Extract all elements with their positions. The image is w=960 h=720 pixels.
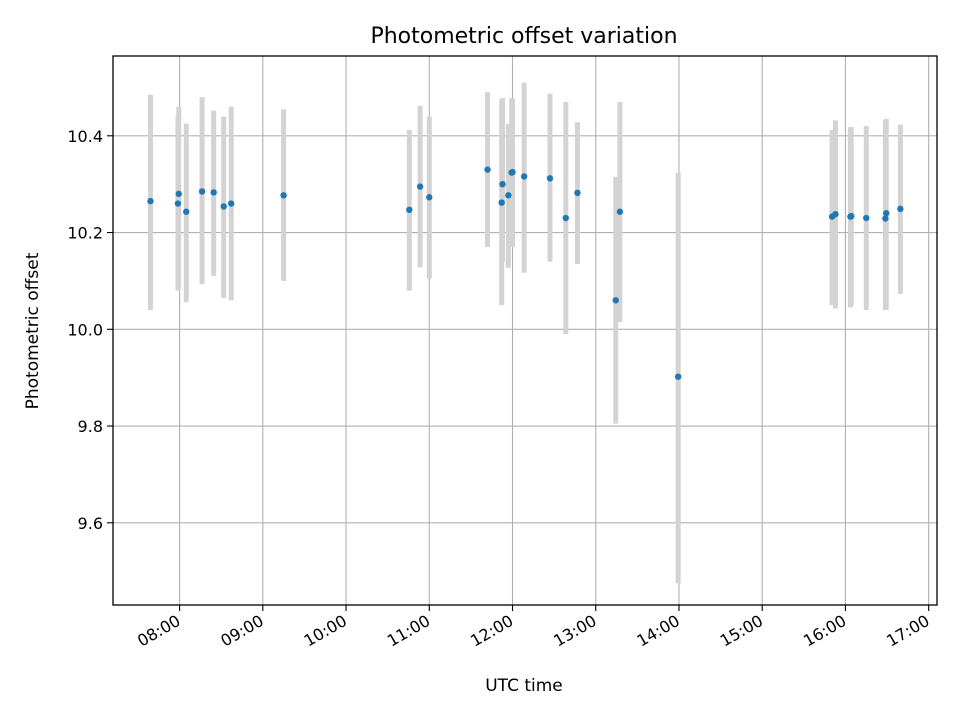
data-point <box>175 190 182 198</box>
x-tick-label: 15:00 <box>717 611 766 651</box>
data-point <box>220 203 227 210</box>
x-tick-label: 13:00 <box>550 611 599 651</box>
x-tick-label: 10:00 <box>301 611 350 651</box>
data-point <box>227 200 235 207</box>
x-axis: 08:00 09:00 10:00 11:00 12:00 13:00 14:00 15:00… <box>134 605 933 651</box>
data-point <box>484 166 491 173</box>
data-point <box>674 373 682 380</box>
data-point <box>612 297 619 304</box>
x-tick-label: 09:00 <box>217 611 266 651</box>
data-point <box>499 180 506 188</box>
data-point <box>498 199 505 206</box>
data-point <box>183 208 190 215</box>
y-tick-label: 10.0 <box>67 320 103 339</box>
y-axis-label: Photometric offset <box>23 252 43 409</box>
x-tick-label: 17:00 <box>883 611 932 651</box>
data-point <box>616 208 624 215</box>
data-point <box>574 189 581 197</box>
data-point <box>546 175 554 182</box>
data-point <box>883 210 890 217</box>
data-point <box>897 205 904 213</box>
data-point <box>416 183 424 190</box>
data-point <box>520 173 528 180</box>
y-axis: 9.6 9.8 10.0 10.2 10.4 <box>67 127 113 533</box>
x-tick-label: 11:00 <box>384 611 433 651</box>
data-point <box>198 188 206 195</box>
y-tick-label: 10.2 <box>67 224 103 243</box>
data-point <box>147 197 154 205</box>
data-point <box>210 189 217 196</box>
data-point <box>280 192 287 199</box>
y-tick-label: 9.6 <box>78 514 103 533</box>
data-point <box>562 214 569 222</box>
x-axis-label: UTC time <box>485 676 563 696</box>
data-point <box>848 212 855 220</box>
data-point <box>832 210 839 218</box>
x-tick-label: 12:00 <box>467 611 516 651</box>
data-point <box>174 200 182 207</box>
y-tick-label: 10.4 <box>67 127 103 146</box>
x-tick-label: 14:00 <box>634 611 683 651</box>
chart-title: Photometric offset variation <box>370 24 677 49</box>
data-point <box>505 192 512 199</box>
y-tick-label: 9.8 <box>78 417 103 436</box>
data-point <box>426 194 433 201</box>
data-point <box>882 215 889 222</box>
x-tick-label: 16:00 <box>800 611 849 651</box>
data-point <box>406 206 413 214</box>
x-tick-label: 08:00 <box>134 611 183 651</box>
data-points <box>147 166 904 380</box>
data-point <box>509 168 516 176</box>
data-point <box>863 214 870 222</box>
plot-frame <box>112 55 938 606</box>
